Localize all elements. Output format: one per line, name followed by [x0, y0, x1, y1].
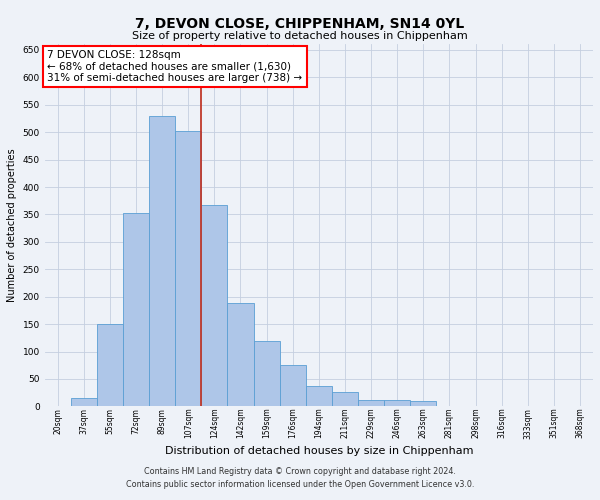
Bar [254, 340, 280, 406]
Bar [97, 324, 123, 406]
Bar [175, 131, 202, 406]
Text: 7 DEVON CLOSE: 128sqm
← 68% of detached houses are smaller (1,630)
31% of semi-d: 7 DEVON CLOSE: 128sqm ← 68% of detached … [47, 50, 302, 83]
Bar [306, 386, 332, 406]
Text: Contains HM Land Registry data © Crown copyright and database right 2024.
Contai: Contains HM Land Registry data © Crown c… [126, 468, 474, 489]
Bar [280, 365, 306, 406]
Y-axis label: Number of detached properties: Number of detached properties [7, 148, 17, 302]
Bar [202, 205, 227, 406]
Bar [123, 213, 149, 406]
Bar [71, 398, 97, 406]
Text: Size of property relative to detached houses in Chippenham: Size of property relative to detached ho… [132, 31, 468, 41]
Bar [384, 400, 410, 406]
Bar [227, 304, 254, 406]
X-axis label: Distribution of detached houses by size in Chippenham: Distribution of detached houses by size … [164, 446, 473, 456]
Bar [358, 400, 384, 406]
Text: 7, DEVON CLOSE, CHIPPENHAM, SN14 0YL: 7, DEVON CLOSE, CHIPPENHAM, SN14 0YL [136, 18, 464, 32]
Bar [332, 392, 358, 406]
Bar [410, 401, 436, 406]
Bar [149, 116, 175, 406]
